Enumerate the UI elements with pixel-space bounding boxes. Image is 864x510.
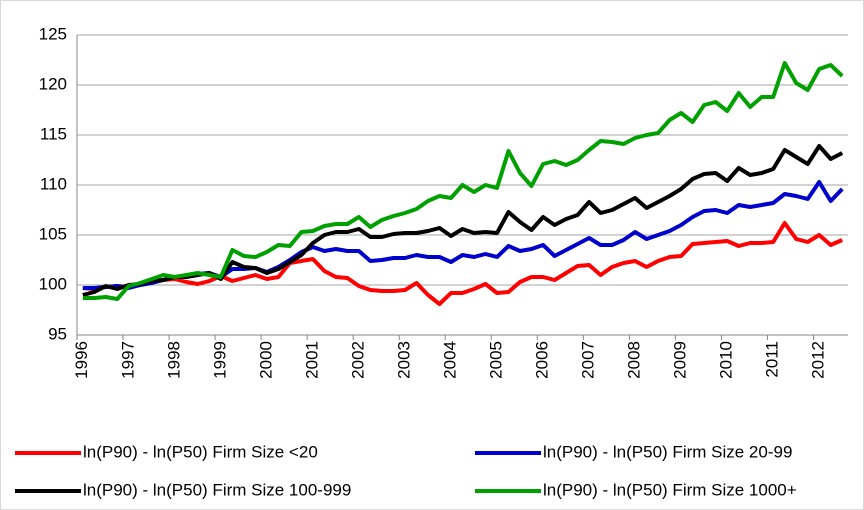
y-tick-label: 105 [39,224,67,243]
x-tick-label: 1998 [164,341,183,379]
legend-label: ln(P90) - ln(P50) Firm Size 100-999 [83,480,351,499]
y-tick-label: 95 [48,324,67,343]
x-tick-label: 2005 [487,341,506,379]
series-line [82,221,843,306]
x-tick-label: 2007 [579,341,598,379]
x-tick-label: 2010 [717,341,736,379]
x-tick-label: 2006 [533,341,552,379]
x-tick-label: 2012 [809,341,828,379]
series-line [82,61,844,301]
x-tick-label: 2002 [348,341,367,379]
y-tick-label: 110 [40,174,67,193]
x-tick-label: 1997 [118,341,137,379]
x-tick-label: 2004 [440,341,459,379]
x-tick-label: 1996 [72,341,91,379]
x-tick-label: 2011 [763,341,782,378]
y-tick-label: 115 [40,124,67,143]
x-tick-label: 1999 [210,341,229,379]
x-tick-label: 2008 [625,341,644,379]
y-tick-label: 120 [39,74,67,93]
legend-label: ln(P90) - ln(P50) Firm Size <20 [83,442,318,461]
legend-label: ln(P90) - ln(P50) Firm Size 20-99 [543,442,792,461]
x-tick-label: 2009 [671,341,690,379]
y-tick-label: 125 [39,24,67,43]
x-tick-label: 2003 [394,341,413,379]
legend-label: ln(P90) - ln(P50) Firm Size 1000+ [543,480,797,499]
x-tick-label: 2000 [256,341,275,379]
y-tick-label: 100 [39,274,67,293]
x-tick-label: 2001 [302,341,321,379]
